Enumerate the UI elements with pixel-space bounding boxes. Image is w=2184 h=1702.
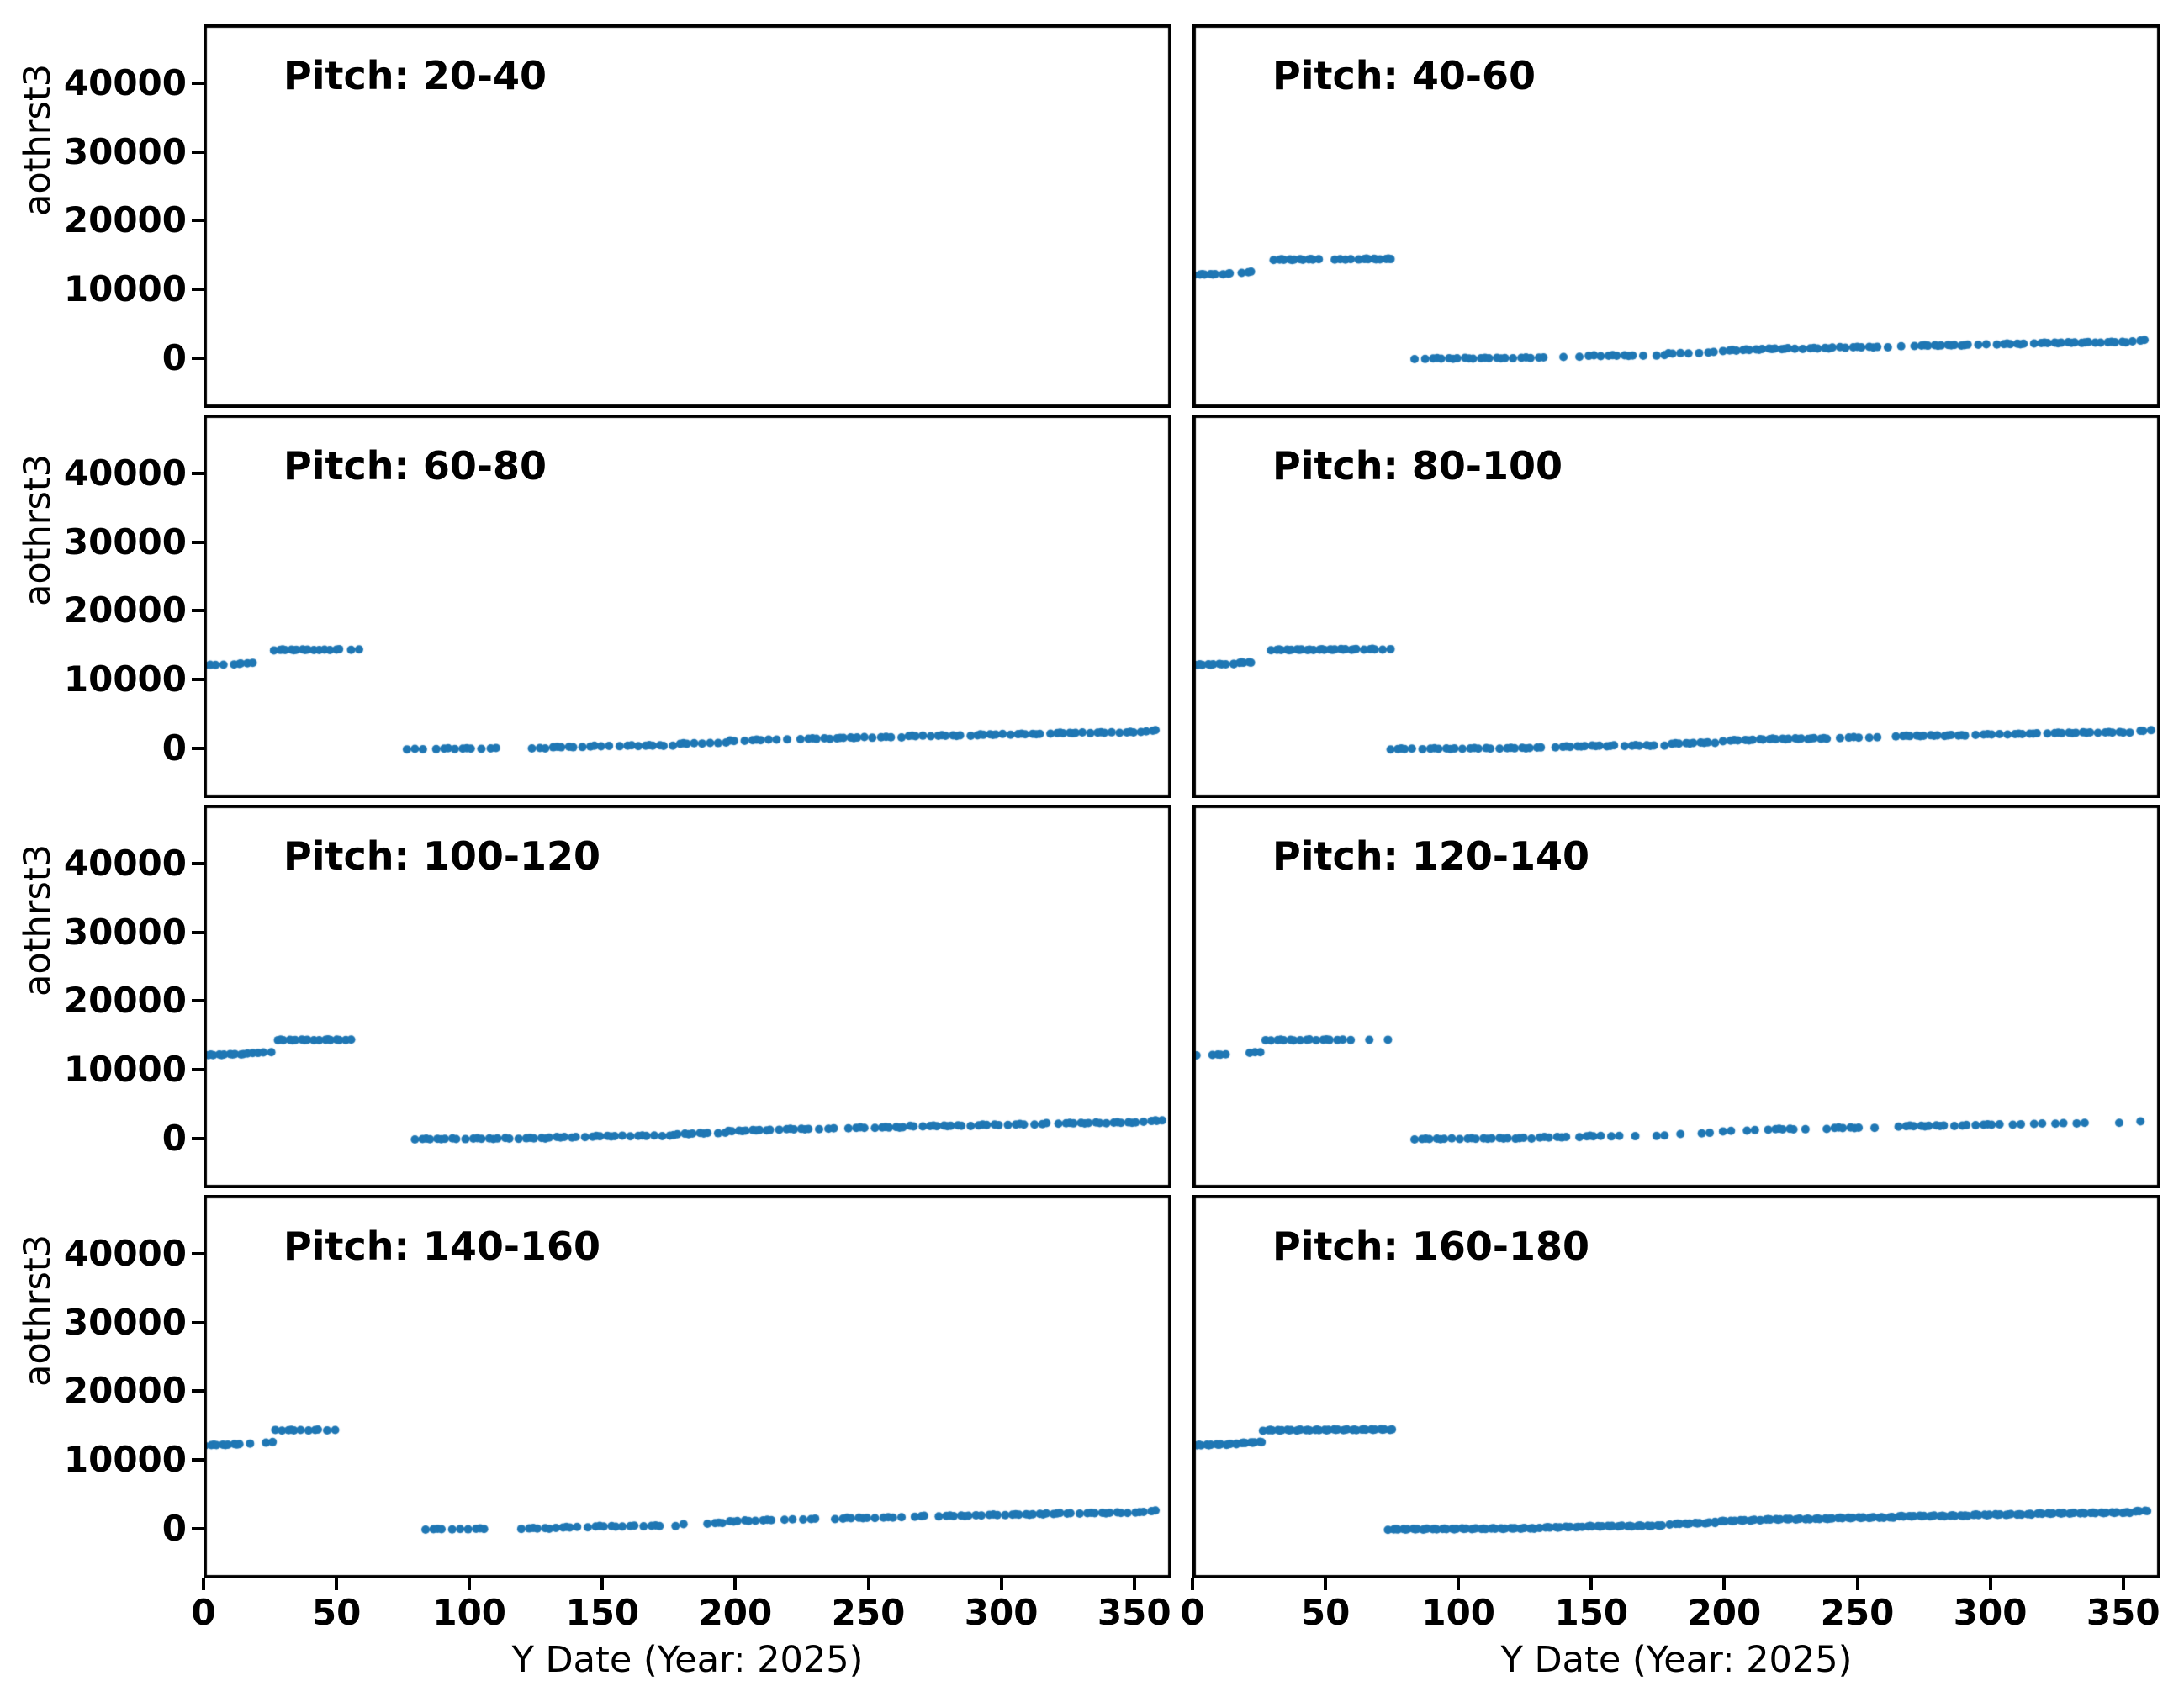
x-tick-label: 300 (964, 1592, 1039, 1633)
scatter-canvas-pitch-80-100 (1192, 415, 2160, 798)
y-tick (192, 678, 204, 682)
x-tick-label: 50 (311, 1592, 362, 1633)
scatter-canvas-pitch-20-40 (204, 24, 1171, 408)
subplot-title: Pitch: 120-140 (1272, 833, 1590, 879)
y-tick-label: 40000 (63, 1232, 187, 1274)
x-tick-label: 0 (1180, 1592, 1205, 1633)
x-tick (468, 1578, 472, 1590)
subplot-title: Pitch: 100-120 (283, 833, 601, 879)
subplot-pitch-60-80: Pitch: 60-80 (204, 415, 1171, 798)
y-tick-label: 30000 (63, 130, 187, 172)
x-tick-label: 150 (565, 1592, 640, 1633)
scatter-canvas-pitch-160-180 (1192, 1195, 2160, 1578)
y-tick (192, 540, 204, 544)
y-tick (192, 747, 204, 751)
x-tick (733, 1578, 738, 1590)
x-tick (1132, 1578, 1136, 1590)
subplot-pitch-100-120: Pitch: 100-120 (204, 805, 1171, 1188)
y-tick (192, 288, 204, 292)
x-tick (1722, 1578, 1727, 1590)
y-tick-label: 10000 (63, 268, 187, 310)
scatter-canvas-pitch-140-160 (204, 1195, 1171, 1578)
y-tick-label: 30000 (63, 521, 187, 563)
y-tick (192, 1458, 204, 1462)
x-tick (1988, 1578, 1992, 1590)
subplot-title: Pitch: 20-40 (283, 53, 547, 98)
subplot-title: Pitch: 80-100 (1272, 443, 1563, 489)
x-tick-label: 0 (191, 1592, 216, 1633)
x-tick-label: 350 (1097, 1592, 1171, 1633)
y-tick (192, 609, 204, 613)
scatter-canvas-pitch-100-120 (204, 805, 1171, 1188)
scatter-canvas-pitch-60-80 (204, 415, 1171, 798)
y-tick (192, 1137, 204, 1141)
subplot-title: Pitch: 140-160 (283, 1224, 601, 1269)
subplot-pitch-20-40: Pitch: 20-40 (204, 24, 1171, 408)
x-tick (202, 1578, 205, 1590)
x-tick-label: 100 (432, 1592, 507, 1633)
x-tick-label: 50 (1300, 1592, 1351, 1633)
x-tick-label: 150 (1554, 1592, 1629, 1633)
x-axis-label-left: Y Date (Year: 2025) (511, 1639, 864, 1681)
y-tick (192, 471, 204, 475)
x-tick (600, 1578, 605, 1590)
y-tick-label: 10000 (63, 1439, 187, 1481)
x-tick-label: 250 (831, 1592, 906, 1633)
y-tick-label: 0 (161, 727, 187, 769)
x-tick-label: 200 (698, 1592, 773, 1633)
y-tick-label: 30000 (63, 1301, 187, 1343)
y-tick-label: 20000 (63, 199, 187, 241)
x-tick-label: 300 (1953, 1592, 2028, 1633)
x-tick (999, 1578, 1003, 1590)
x-tick-label: 350 (2086, 1592, 2160, 1633)
x-tick (335, 1578, 339, 1590)
x-tick-label: 250 (1820, 1592, 1895, 1633)
y-tick (192, 357, 204, 361)
y-tick (192, 1527, 204, 1531)
subplot-title: Pitch: 60-80 (283, 443, 547, 489)
y-tick-label: 20000 (63, 980, 187, 1022)
y-tick-label: 40000 (63, 452, 187, 494)
x-tick (1191, 1578, 1194, 1590)
subplot-title: Pitch: 40-60 (1272, 53, 1536, 98)
x-tick (1457, 1578, 1461, 1590)
scatter-canvas-pitch-40-60 (1192, 24, 2160, 408)
x-tick (1589, 1578, 1594, 1590)
y-tick (192, 930, 204, 934)
y-tick-label: 30000 (63, 911, 187, 953)
y-tick (192, 1251, 204, 1255)
x-tick (1324, 1578, 1328, 1590)
subplot-pitch-40-60: Pitch: 40-60 (1192, 24, 2160, 408)
x-tick-label: 200 (1687, 1592, 1762, 1633)
y-tick-label: 10000 (63, 658, 187, 700)
subplot-pitch-160-180: Pitch: 160-180 (1192, 1195, 2160, 1578)
y-tick (192, 1389, 204, 1393)
subplot-pitch-120-140: Pitch: 120-140 (1192, 805, 2160, 1188)
x-tick-label: 100 (1421, 1592, 1496, 1633)
y-tick-label: 20000 (63, 589, 187, 632)
x-tick (2121, 1578, 2125, 1590)
x-tick (866, 1578, 870, 1590)
y-tick (192, 150, 204, 154)
y-tick (192, 219, 204, 223)
y-tick-label: 0 (161, 337, 187, 379)
y-tick-label: 40000 (63, 61, 187, 103)
x-tick (1855, 1578, 1859, 1590)
subplot-pitch-80-100: Pitch: 80-100 (1192, 415, 2160, 798)
y-tick-label: 0 (161, 1508, 187, 1550)
x-axis-label-right: Y Date (Year: 2025) (1500, 1639, 1853, 1681)
y-tick-label: 10000 (63, 1049, 187, 1091)
y-tick-label: 40000 (63, 842, 187, 884)
y-tick (192, 861, 204, 865)
y-tick (192, 1068, 204, 1072)
subplot-title: Pitch: 160-180 (1272, 1224, 1590, 1269)
y-tick (192, 81, 204, 85)
scatter-canvas-pitch-120-140 (1192, 805, 2160, 1188)
y-tick-label: 20000 (63, 1370, 187, 1412)
subplot-pitch-140-160: Pitch: 140-160 (204, 1195, 1171, 1578)
y-tick (192, 999, 204, 1003)
y-tick-label: 0 (161, 1118, 187, 1160)
y-tick (192, 1320, 204, 1324)
